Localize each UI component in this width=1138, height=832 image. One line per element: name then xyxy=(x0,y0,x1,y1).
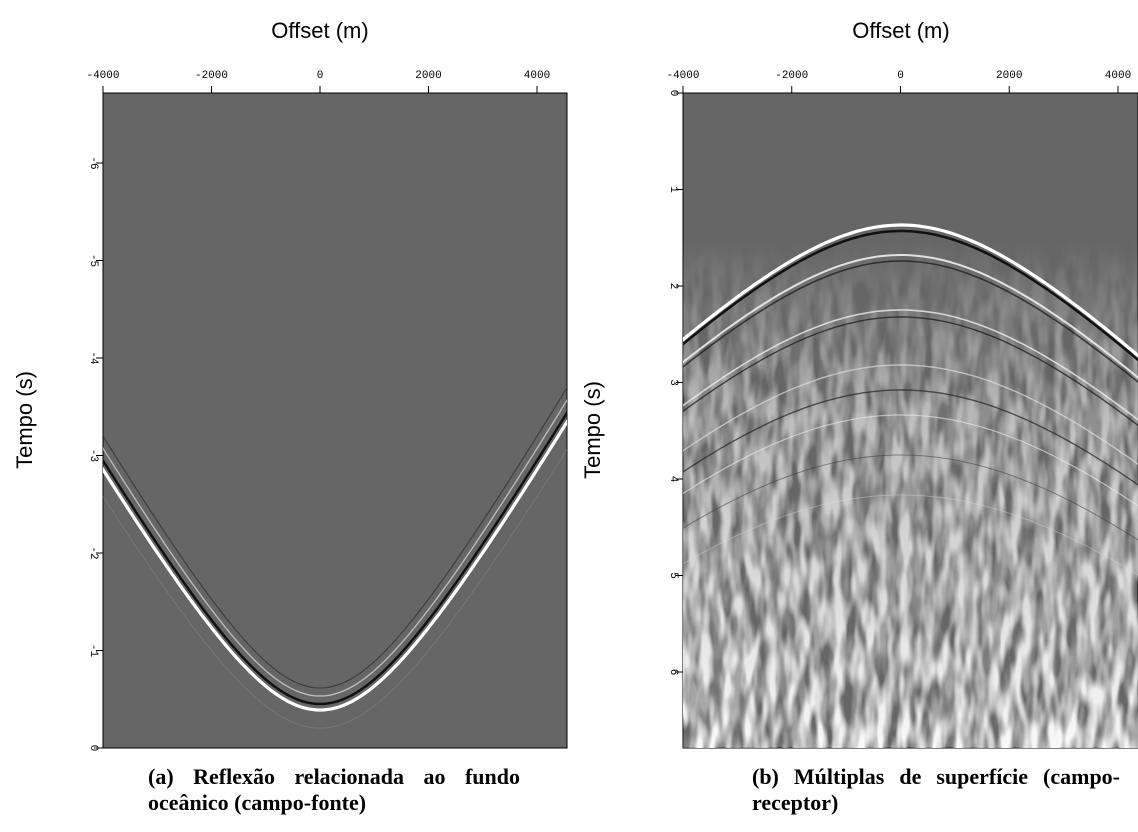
y-tick-label: -6 xyxy=(87,156,99,169)
event xyxy=(103,448,567,729)
caption-b: (b) Múltiplas de superfície (campo-recep… xyxy=(752,764,1120,815)
event xyxy=(103,386,567,689)
x-axis-label: Offset (m) xyxy=(852,18,949,43)
event xyxy=(683,229,1138,362)
event xyxy=(683,254,1138,379)
x-tick-label: 4000 xyxy=(524,70,550,82)
y-tick-label: 2 xyxy=(667,283,679,290)
y-tick-label: 0 xyxy=(87,745,99,752)
event xyxy=(683,454,1138,541)
y-tick-label: -5 xyxy=(87,254,99,267)
x-tick-label: 0 xyxy=(317,70,324,82)
y-tick-label: -3 xyxy=(87,449,99,462)
event xyxy=(683,494,1138,576)
y-tick-label: 6 xyxy=(667,669,679,676)
x-tick-label: -4000 xyxy=(666,70,699,82)
x-tick-label: -2000 xyxy=(775,70,808,82)
axes: Offset (m) Tempo (s) -4000 -2000 0 2000 4000 0 -… xyxy=(12,18,1131,751)
event xyxy=(103,398,567,697)
y-axis-label: Tempo (s) xyxy=(12,371,37,469)
y-axis-label: Tempo (s) xyxy=(580,381,605,479)
y-tick-label: 4 xyxy=(667,476,679,483)
y-tick-label: -4 xyxy=(87,351,99,365)
event xyxy=(683,316,1138,427)
x-tick-label: 2000 xyxy=(996,70,1022,82)
events-b xyxy=(683,223,1138,576)
event xyxy=(103,419,567,712)
x-tick-label: 4000 xyxy=(1105,70,1131,82)
event xyxy=(683,389,1138,486)
noise xyxy=(683,240,1138,748)
event xyxy=(103,410,567,706)
events-a xyxy=(103,386,567,729)
panel-a-image xyxy=(102,92,568,749)
event xyxy=(683,260,1138,384)
y-tick-label: 0 xyxy=(667,90,679,97)
x-tick-label: 2000 xyxy=(415,70,441,82)
x-tick-label: 0 xyxy=(897,70,904,82)
y-tick-label: 5 xyxy=(667,572,679,579)
y-tick-label: 1 xyxy=(667,186,679,193)
x-axis-label: Offset (m) xyxy=(271,18,368,43)
x-tick-label: -4000 xyxy=(86,70,119,82)
y-tick-label: -1 xyxy=(87,644,99,658)
event xyxy=(683,309,1138,421)
event xyxy=(683,364,1138,465)
y-tick-label: 3 xyxy=(667,379,679,386)
event xyxy=(683,223,1138,358)
y-tick-label: -2 xyxy=(87,546,99,559)
x-tick-label: -2000 xyxy=(195,70,228,82)
event xyxy=(683,414,1138,507)
caption-a: (a) Reflexão relacionada ao fundo oceâni… xyxy=(148,764,520,815)
